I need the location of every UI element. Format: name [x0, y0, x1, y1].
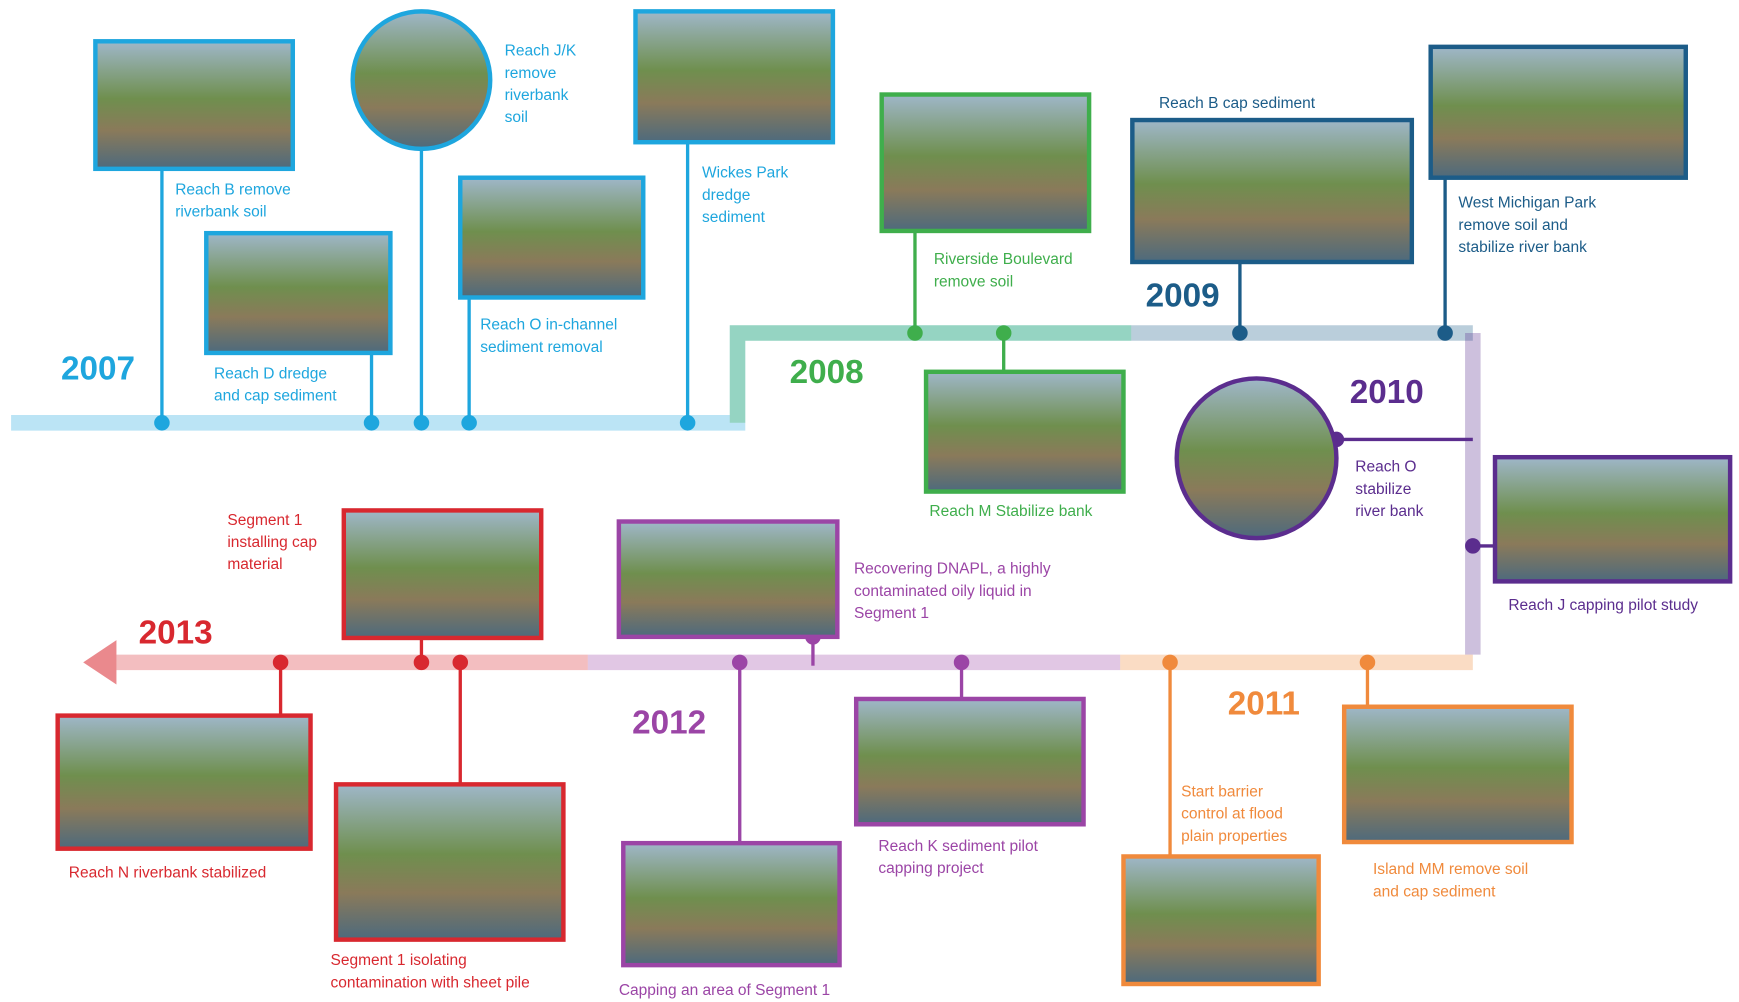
caption: contamination with sheet pile [330, 974, 529, 991]
timeline-dot [1232, 325, 1248, 341]
year-label: 2013 [139, 615, 213, 652]
photo [1177, 378, 1337, 538]
caption: material [227, 556, 282, 573]
year-label: 2011 [1228, 685, 1300, 722]
caption: capping project [878, 860, 984, 877]
caption: riverbank [505, 87, 569, 104]
caption: remove soil [934, 273, 1013, 290]
caption: Reach O in-channel [480, 317, 617, 334]
timeline-dot [273, 655, 289, 671]
caption: and cap sediment [214, 388, 337, 405]
timeline-dot [364, 415, 380, 431]
timeline-dot [1360, 655, 1376, 671]
photo [206, 233, 390, 353]
photo [1132, 120, 1411, 262]
year-label: 2010 [1350, 374, 1424, 411]
caption: Island MM remove soil [1373, 861, 1528, 878]
caption: Wickes Park [702, 165, 788, 182]
caption: West Michigan Park [1458, 195, 1596, 212]
photo [353, 11, 491, 149]
timeline-arrow [83, 640, 116, 684]
timeline-dot [907, 325, 923, 341]
photo [1344, 707, 1571, 842]
caption: Segment 1 [854, 605, 929, 622]
timeline-dot [680, 415, 696, 431]
caption: Reach O [1355, 459, 1416, 476]
caption: control at flood [1181, 806, 1283, 823]
timeline-dot [1437, 325, 1453, 341]
photo [336, 784, 563, 939]
photo [58, 716, 311, 849]
photo [926, 372, 1123, 492]
photo [1123, 856, 1318, 984]
timeline-dot [732, 655, 748, 671]
timeline-dot [1465, 538, 1481, 554]
photo [882, 95, 1089, 231]
photo [635, 11, 832, 142]
photo [623, 843, 839, 965]
caption: soil [505, 109, 528, 126]
caption: Riverside Boulevard [934, 251, 1073, 268]
timeline-dot [461, 415, 477, 431]
caption: Reach J capping pilot study [1508, 597, 1698, 614]
caption: contaminated oily liquid in [854, 583, 1032, 600]
year-label: 2009 [1146, 277, 1220, 314]
timeline-dot [996, 325, 1012, 341]
photo [1431, 47, 1686, 178]
caption: installing cap [227, 534, 317, 551]
caption: Reach M Stabilize bank [929, 503, 1092, 520]
year-label: 2008 [790, 354, 864, 391]
timeline-dot [954, 655, 970, 671]
timeline-dot [452, 655, 468, 671]
timeline-dot [154, 415, 170, 431]
caption: remove soil and [1458, 217, 1568, 234]
photo [619, 522, 837, 637]
caption: Segment 1 [227, 512, 302, 529]
timeline-dot [414, 655, 430, 671]
caption: Capping an area of Segment 1 [619, 982, 830, 999]
caption: Reach N riverbank stabilized [69, 865, 266, 882]
caption: dredge [702, 187, 750, 204]
photo [344, 510, 541, 638]
caption: river bank [1355, 503, 1423, 520]
caption: Reach K sediment pilot [878, 838, 1038, 855]
year-label: 2012 [632, 704, 706, 741]
caption: stabilize river bank [1458, 239, 1587, 256]
photo [856, 699, 1083, 824]
year-label: 2007 [61, 351, 135, 388]
timeline-dot [414, 415, 430, 431]
caption: and cap sediment [1373, 883, 1496, 900]
caption: Reach B remove [175, 181, 291, 198]
caption: plain properties [1181, 828, 1287, 845]
timeline-diagram: 2007 Reach B remove riverbank soil Reach J/… [0, 0, 1739, 1002]
caption: Reach D dredge [214, 365, 327, 382]
caption: Segment 1 isolating [330, 952, 466, 969]
caption: stabilize [1355, 481, 1411, 498]
caption: Reach B cap sediment [1159, 95, 1316, 112]
photo [95, 41, 292, 169]
caption: Start barrier [1181, 784, 1263, 801]
caption: Recovering DNAPL, a highly [854, 561, 1051, 578]
timeline-dot [1162, 655, 1178, 671]
photo [460, 178, 643, 298]
caption: Reach J/K [505, 43, 577, 60]
caption: sediment [702, 209, 766, 226]
caption: sediment removal [480, 339, 602, 356]
caption: riverbank soil [175, 204, 266, 221]
caption: remove [505, 65, 557, 82]
photo [1495, 457, 1730, 581]
